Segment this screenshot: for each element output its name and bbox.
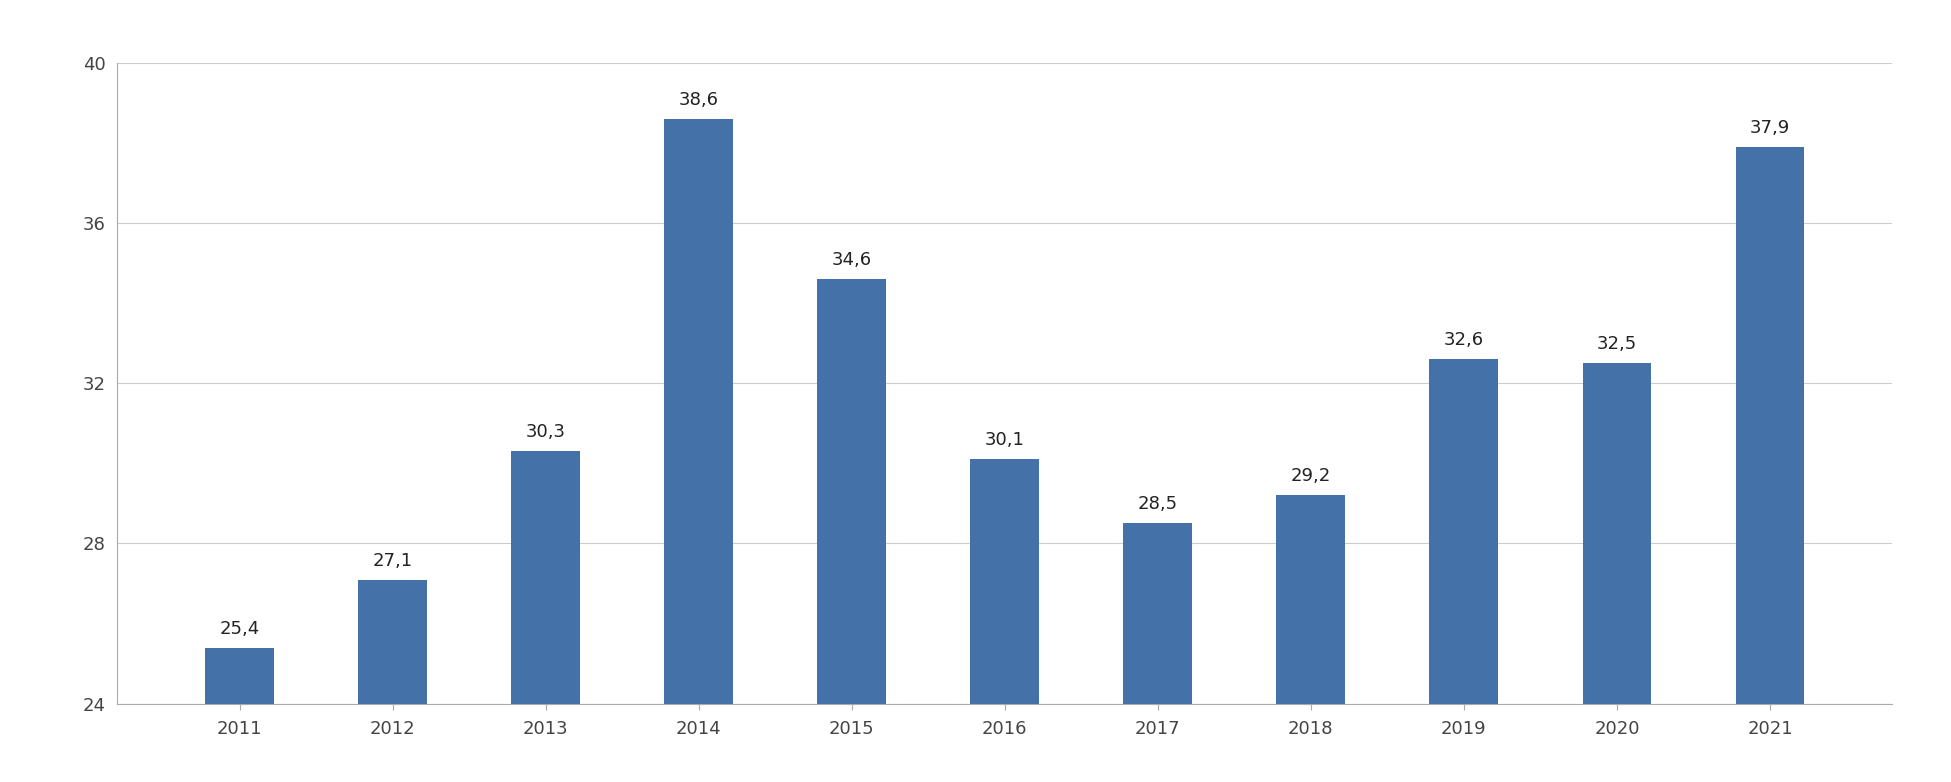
Bar [359, 579, 427, 704]
Bar [511, 451, 579, 704]
Bar [1582, 363, 1651, 704]
Text: 37,9: 37,9 [1750, 119, 1791, 137]
Text: 34,6: 34,6 [831, 251, 872, 269]
Bar [205, 647, 273, 704]
Text: 38,6: 38,6 [679, 91, 718, 109]
Text: 32,6: 32,6 [1444, 331, 1485, 349]
Bar [1124, 523, 1192, 704]
Text: 29,2: 29,2 [1292, 468, 1331, 486]
Bar [1430, 359, 1498, 704]
Bar [817, 279, 886, 704]
Bar [663, 119, 734, 704]
Bar [1736, 147, 1805, 704]
Text: 30,1: 30,1 [985, 432, 1024, 450]
Bar [1276, 496, 1346, 704]
Text: 28,5: 28,5 [1137, 496, 1178, 514]
Text: 27,1: 27,1 [373, 551, 412, 569]
Text: 25,4: 25,4 [219, 619, 259, 637]
Text: 30,3: 30,3 [525, 423, 566, 441]
Bar [970, 459, 1040, 704]
Text: 32,5: 32,5 [1596, 335, 1637, 353]
